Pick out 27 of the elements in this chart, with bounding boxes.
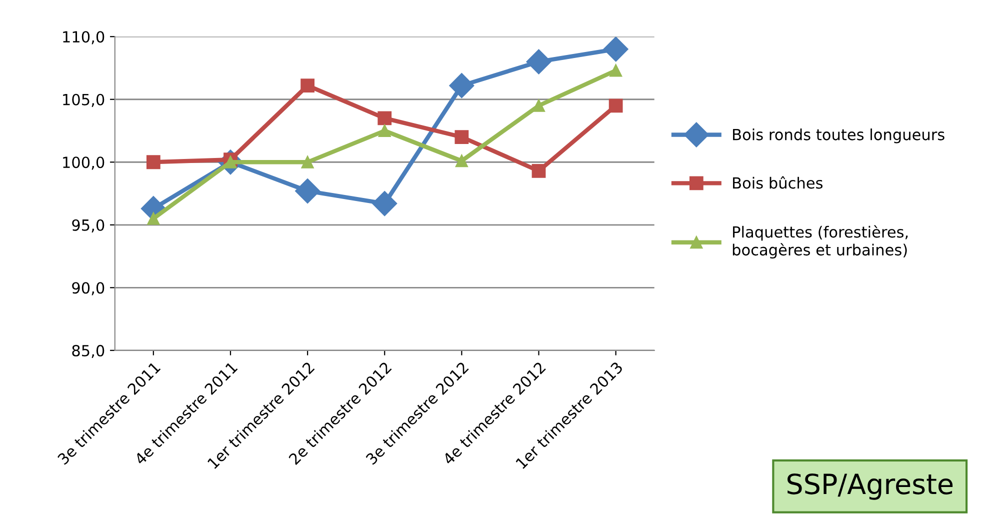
y-tick-label: 85,0 <box>72 344 104 358</box>
legend-label: Bois ronds toutes longueurs <box>733 128 944 144</box>
text: SSP/Agreste <box>788 473 953 500</box>
point <box>301 156 314 168</box>
point <box>610 64 622 77</box>
point <box>372 191 398 216</box>
point <box>295 178 320 204</box>
point <box>378 124 391 137</box>
point <box>608 98 623 113</box>
point <box>455 154 468 168</box>
legend-label: Plaquettes (forestières, bocagères et urbaines) <box>732 225 908 259</box>
point <box>146 155 160 170</box>
point <box>532 99 545 112</box>
point <box>454 130 469 144</box>
point <box>449 73 474 98</box>
y-tick-label: 95,0 <box>72 219 104 232</box>
point <box>147 212 160 225</box>
point <box>532 164 546 178</box>
point <box>300 78 314 93</box>
point <box>603 36 628 62</box>
y-tick-label: 105,0 <box>63 94 104 107</box>
point <box>378 111 392 126</box>
point <box>526 49 552 74</box>
y-tick-label: 90,0 <box>72 282 104 296</box>
legend-label: Bois bûches <box>733 176 823 189</box>
y-tick-label: 100,0 <box>63 156 104 170</box>
y-tick-label: 110,0 <box>63 31 104 44</box>
